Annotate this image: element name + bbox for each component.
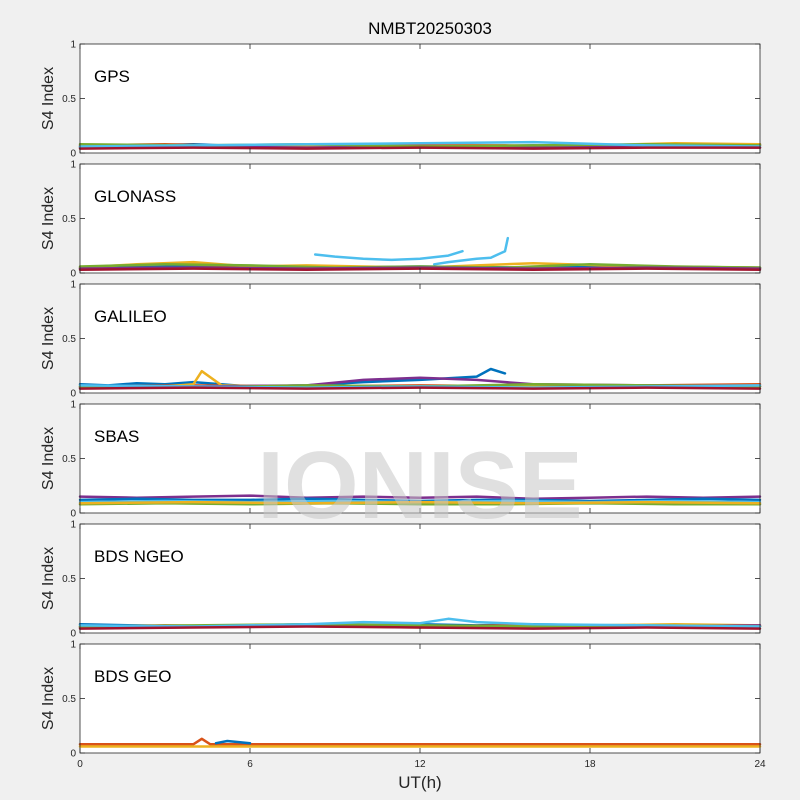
plot-area-bds-ngeo	[80, 524, 760, 633]
y-axis-label-sbas: S4 Index	[40, 427, 57, 490]
series-line-bds-geo-3	[214, 739, 252, 745]
series-line-sbas-1	[78, 494, 762, 501]
series-line-glonass-1	[313, 249, 464, 262]
y-axis-label-bds-ngeo: S4 Index	[40, 547, 57, 610]
series-line-bds-ngeo-7	[78, 625, 762, 630]
plot-area-galileo	[80, 284, 760, 393]
figure-title: NMBT20250303	[368, 19, 492, 38]
y-tick-label-gps: 0	[70, 149, 76, 160]
plot-area-glonass	[80, 164, 760, 273]
x-tick-label-bds-geo: 18	[584, 759, 596, 770]
y-tick-label-gps: 1	[70, 40, 76, 51]
y-tick-label-sbas: 0.5	[62, 454, 76, 465]
panel-label-glonass: GLONASS	[94, 187, 176, 206]
panel-label-bds-ngeo: BDS NGEO	[94, 547, 184, 566]
panel-label-galileo: GALILEO	[94, 307, 167, 326]
y-axis-label-galileo: S4 Index	[40, 307, 57, 370]
plot-area-gps	[80, 44, 760, 153]
panel-galileo: 0 0.5 1 S4 Index GALILEO	[40, 280, 762, 400]
panel-label-gps: GPS	[94, 67, 130, 86]
panel-bds-ngeo: 0 0.5 1 S4 Index BDS NGEO	[40, 520, 762, 640]
series-line-bds-ngeo-6	[78, 617, 762, 628]
y-tick-label-glonass: 1	[70, 160, 76, 171]
y-tick-label-bds-geo: 0.5	[62, 694, 76, 705]
y-tick-label-bds-ngeo: 0.5	[62, 574, 76, 585]
series-line-bds-geo-1	[78, 737, 762, 746]
y-tick-label-galileo: 0.5	[62, 334, 76, 345]
y-axis-label-bds-geo: S4 Index	[40, 667, 57, 730]
series-line-sbas-5	[78, 500, 762, 505]
plot-area-sbas	[80, 404, 760, 513]
panel-bds-geo: 0 0.5 1 0 6 12 18 24 S4 Index BDS GEO	[40, 640, 766, 771]
series-line-galileo-7	[78, 386, 762, 390]
y-axis-label-gps: S4 Index	[40, 67, 57, 130]
y-axis-label-glonass: S4 Index	[40, 187, 57, 250]
watermark-text: IONISE	[257, 432, 582, 539]
series-line-glonass-2	[432, 236, 510, 266]
y-tick-label-sbas: 0	[70, 509, 76, 520]
y-tick-label-bds-geo: 0	[70, 749, 76, 760]
series-line-gps-6	[78, 140, 762, 148]
y-tick-label-bds-ngeo: 1	[70, 520, 76, 531]
panel-gps: 0 0.5 1 S4 Index GPS	[40, 40, 762, 160]
series-line-gps-7	[78, 146, 762, 150]
y-tick-label-bds-geo: 1	[70, 640, 76, 651]
x-axis-label: UT(h)	[398, 773, 441, 792]
y-tick-label-gps: 0.5	[62, 94, 76, 105]
series-line-sbas-4	[78, 501, 762, 506]
x-tick-label-bds-geo: 24	[754, 759, 766, 770]
panel-label-bds-geo: BDS GEO	[94, 667, 171, 686]
x-tick-label-bds-geo: 12	[414, 759, 426, 770]
y-tick-label-glonass: 0.5	[62, 214, 76, 225]
panel-sbas: 0 0.5 1 S4 Index SBAS	[40, 400, 762, 520]
panel-label-sbas: SBAS	[94, 427, 139, 446]
x-tick-label-bds-geo: 0	[77, 759, 83, 770]
panels: 0 0.5 1 S4 Index GPS 0 0.5 1 S4 Index GLONASS 0 0.5…	[40, 40, 766, 771]
x-tick-label-bds-geo: 6	[247, 759, 253, 770]
y-tick-label-galileo: 0	[70, 389, 76, 400]
panel-glonass: 0 0.5 1 S4 Index GLONASS	[40, 160, 762, 280]
plot-area-bds-geo	[80, 644, 760, 753]
y-tick-label-sbas: 1	[70, 400, 76, 411]
y-tick-label-glonass: 0	[70, 269, 76, 280]
y-tick-label-bds-ngeo: 0	[70, 629, 76, 640]
y-tick-label-galileo: 1	[70, 280, 76, 291]
